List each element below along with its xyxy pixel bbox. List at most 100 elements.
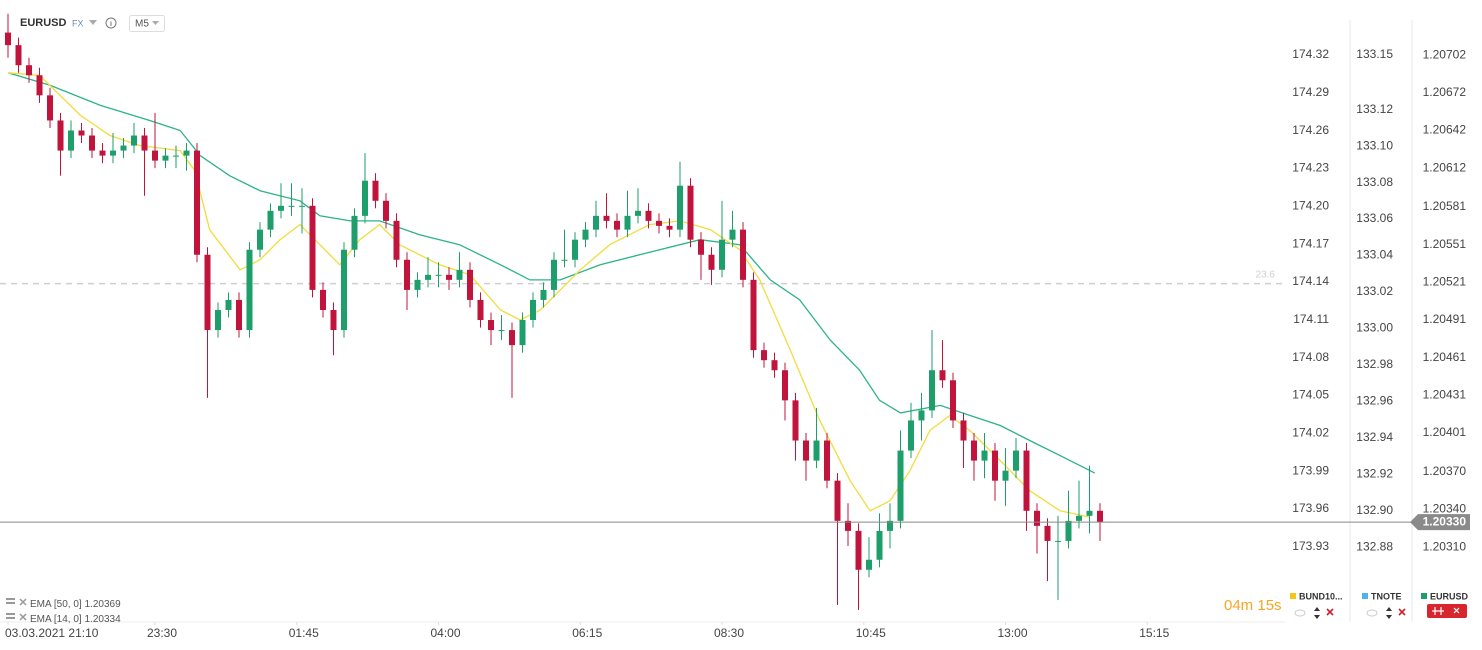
candle-body <box>309 205 316 290</box>
timeframe-arrow[interactable] <box>152 21 159 25</box>
order-icon[interactable] <box>1386 607 1392 619</box>
candle-body <box>257 229 264 250</box>
symbol[interactable]: EURUSD <box>20 17 67 29</box>
y-tick-label: 1.20672 <box>1423 85 1467 99</box>
candle-body <box>498 330 505 332</box>
candle-body <box>173 155 180 157</box>
candle-body <box>971 440 978 461</box>
visibility-icon[interactable] <box>1294 609 1306 617</box>
candle-body <box>131 135 138 146</box>
candle-body <box>897 450 904 521</box>
candle-body <box>960 420 967 441</box>
close-icon[interactable] <box>1326 608 1334 616</box>
candle-body <box>761 350 768 361</box>
y-tick-label: 174.32 <box>1292 47 1329 61</box>
indicator-value: 1.20334 <box>84 614 121 625</box>
candle-body <box>1076 515 1083 521</box>
y-tick-label: 133.12 <box>1356 102 1393 116</box>
y-tick-label: 1.20551 <box>1423 237 1467 251</box>
y-tick-label: 133.04 <box>1356 248 1393 262</box>
x-tick-label: 23:30 <box>147 626 177 640</box>
candle-body <box>593 215 600 230</box>
active-button[interactable] <box>1427 604 1467 618</box>
candle-body <box>278 205 285 211</box>
indicator-name: EMA [14, 0] <box>30 614 82 625</box>
y-tick-label: 174.20 <box>1292 199 1329 213</box>
instrument-name: EURUSD <box>1430 591 1469 601</box>
candle-body <box>530 299 537 321</box>
candle-body <box>824 440 831 481</box>
remove-icon[interactable] <box>19 598 27 606</box>
candle-body <box>635 210 642 216</box>
y-tick-label: 1.20491 <box>1423 312 1467 326</box>
x-tick-label: 04:00 <box>430 626 460 640</box>
candle-body <box>876 530 883 560</box>
info-icon[interactable] <box>105 17 117 29</box>
instrument-color <box>1362 593 1368 599</box>
candle-body <box>78 130 85 136</box>
candle-body <box>677 185 684 230</box>
icon[interactable] <box>6 598 15 600</box>
button-icon <box>1432 607 1460 615</box>
candle-body <box>750 279 757 351</box>
candle-body <box>687 185 694 240</box>
timeframe-box[interactable] <box>129 15 165 32</box>
remove-icon[interactable] <box>19 613 27 621</box>
candle-body <box>1023 450 1030 511</box>
y-tick-label: 174.14 <box>1292 274 1329 288</box>
candle-body <box>992 450 999 481</box>
icon[interactable] <box>6 613 15 615</box>
y-tick-label: 1.20461 <box>1423 350 1467 364</box>
y-tick-label: 174.02 <box>1292 426 1329 440</box>
candle-body <box>834 480 841 521</box>
y-tick-label: 1.20340 <box>1423 502 1467 516</box>
timeframe: M5 <box>135 19 149 30</box>
candle-body <box>26 65 33 76</box>
candle-body <box>15 45 22 66</box>
y-tick-label: 174.23 <box>1292 161 1329 175</box>
candle-body <box>288 205 295 207</box>
y-tick-label: 174.26 <box>1292 123 1329 137</box>
candle-body <box>110 150 117 156</box>
y-tick-label: 1.20401 <box>1423 425 1467 439</box>
y-tick-label: 133.06 <box>1356 211 1393 225</box>
y-tick-label: 174.17 <box>1292 236 1329 250</box>
candle-body <box>99 150 106 156</box>
candle-body <box>908 420 915 451</box>
candle-body <box>624 215 631 230</box>
candle-body <box>519 320 526 346</box>
x-tick-label: 15:15 <box>1139 626 1169 640</box>
plot-area: 23.6 <box>0 13 1285 610</box>
candle-body <box>383 200 390 221</box>
order-icon[interactable] <box>1314 607 1320 619</box>
y-tick-label: 133.00 <box>1356 321 1393 335</box>
candle-body <box>341 249 348 331</box>
y-tick-label: 132.90 <box>1356 503 1393 517</box>
y-tick-label: 173.99 <box>1292 463 1329 477</box>
candle-body <box>488 320 495 331</box>
candle-body <box>225 299 232 310</box>
last-price-label: 1.20330 <box>1423 514 1467 528</box>
candle-body <box>855 530 862 570</box>
close-icon[interactable] <box>1398 608 1406 616</box>
candle-body <box>666 225 673 230</box>
icon[interactable] <box>6 602 15 604</box>
candle-body <box>1044 525 1051 541</box>
candle-body <box>47 95 54 121</box>
y-tick-label: 132.92 <box>1356 466 1393 480</box>
candle-body <box>782 370 789 401</box>
candle-body <box>351 215 358 250</box>
visibility-icon[interactable] <box>1366 609 1378 617</box>
dropdown-arrow[interactable] <box>89 20 97 25</box>
candle-body <box>792 400 799 441</box>
candle-body <box>236 299 243 331</box>
y-tick-label: 173.96 <box>1292 501 1329 515</box>
y-tick-label: 132.94 <box>1356 430 1393 444</box>
y-tick-label: 133.08 <box>1356 175 1393 189</box>
fib-label: 23.6 <box>1256 269 1276 280</box>
icon[interactable] <box>6 617 15 619</box>
candle-body <box>645 210 652 221</box>
candle-body <box>950 380 957 421</box>
candle-body <box>929 370 936 411</box>
